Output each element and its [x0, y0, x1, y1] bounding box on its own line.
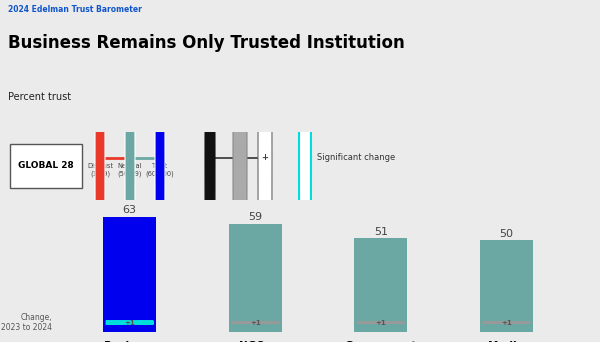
Text: GLOBAL 28: GLOBAL 28 — [18, 161, 74, 170]
Circle shape — [299, 0, 311, 342]
Circle shape — [357, 322, 404, 323]
Text: Distrust
(1-49): Distrust (1-49) — [87, 163, 113, 176]
Text: Percent trust: Percent trust — [8, 92, 71, 102]
Text: Business Remains Only Trusted Institution: Business Remains Only Trusted Institutio… — [8, 34, 404, 52]
Text: Government: Government — [344, 341, 417, 342]
Circle shape — [106, 322, 154, 323]
Circle shape — [155, 0, 165, 342]
Circle shape — [205, 0, 215, 342]
Text: 59: 59 — [248, 212, 262, 222]
Text: +: + — [262, 153, 269, 162]
Text: 51: 51 — [374, 227, 388, 237]
Text: Media: Media — [488, 341, 524, 342]
Circle shape — [125, 0, 135, 342]
Text: NGOs: NGOs — [239, 341, 271, 342]
Text: Neutral
(50-59): Neutral (50-59) — [118, 163, 142, 176]
Text: Significant change: Significant change — [317, 153, 395, 162]
Circle shape — [95, 0, 105, 342]
Text: +1: +1 — [250, 319, 260, 326]
FancyBboxPatch shape — [10, 144, 82, 188]
Text: 2024 Edelman Trust Barometer: 2024 Edelman Trust Barometer — [8, 5, 142, 14]
Bar — [480, 240, 533, 332]
Text: 50: 50 — [499, 229, 514, 239]
Bar — [229, 224, 281, 332]
Text: Trust
(60-100): Trust (60-100) — [146, 163, 175, 176]
Text: Change,
2023 to 2024: Change, 2023 to 2024 — [1, 313, 52, 332]
Circle shape — [233, 0, 247, 342]
Text: +1: +1 — [124, 319, 135, 326]
Bar — [103, 216, 156, 332]
Circle shape — [232, 322, 279, 323]
Text: 63: 63 — [122, 205, 137, 215]
Text: Business: Business — [104, 341, 155, 342]
Text: +1: +1 — [376, 319, 386, 326]
Circle shape — [482, 322, 530, 323]
Text: +1: +1 — [501, 319, 512, 326]
Bar — [355, 238, 407, 332]
Circle shape — [258, 0, 272, 342]
